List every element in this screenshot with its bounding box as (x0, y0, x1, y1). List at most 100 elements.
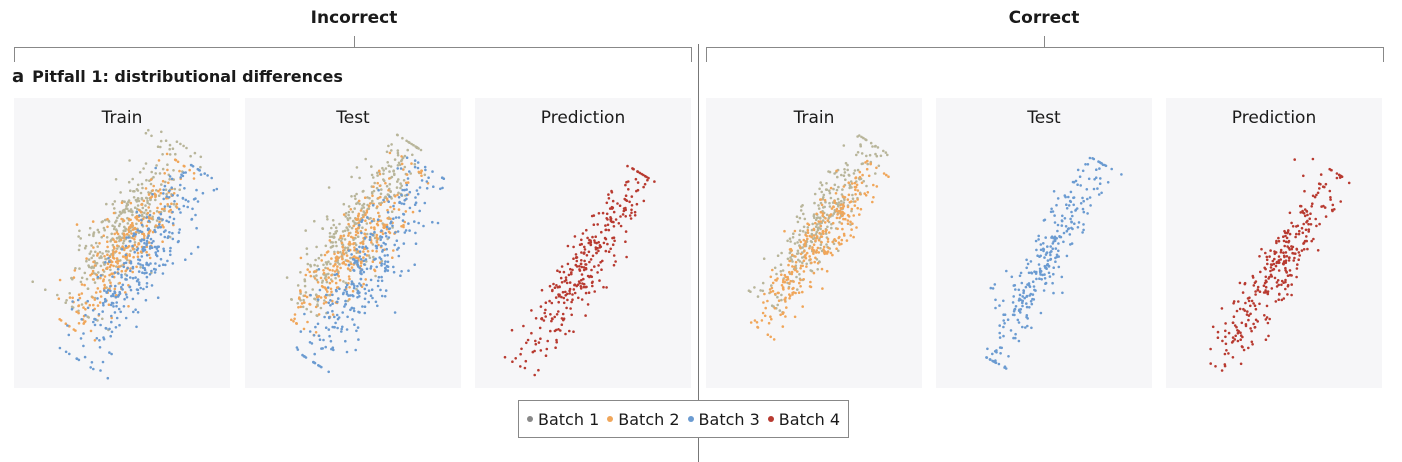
panel-incorrect-prediction: Prediction (475, 98, 691, 388)
scatter-point (1283, 255, 1286, 259)
scatter-point (580, 259, 583, 262)
scatter-point (1309, 223, 1313, 226)
scatter-point (410, 162, 413, 165)
scatter-point (351, 258, 355, 261)
scatter-point (387, 189, 390, 192)
scatter-point (164, 263, 167, 267)
scatter-point (1297, 251, 1301, 254)
scatter-point (370, 226, 373, 229)
scatter-point (1037, 263, 1041, 266)
scatter-point (1061, 291, 1064, 295)
scatter-point (809, 280, 812, 284)
scatter-point (526, 338, 530, 342)
scatter-point (842, 217, 845, 221)
scatter-point (1046, 245, 1049, 248)
scatter-point (325, 293, 328, 297)
scatter-point (599, 245, 603, 249)
scatter-point (574, 263, 578, 267)
scatter-point (1103, 163, 1106, 167)
scatter-point (323, 315, 326, 319)
scatter-point (1287, 239, 1291, 243)
scatter-point (856, 189, 860, 192)
scatter-point (821, 214, 824, 217)
scatter-point (769, 335, 772, 339)
scatter-point (313, 263, 316, 267)
scatter-point (795, 215, 799, 218)
scatter-point (815, 216, 819, 220)
scatter-point (80, 303, 84, 306)
scatter-point (356, 284, 359, 288)
scatter-point (162, 188, 165, 192)
scatter-point (1043, 273, 1046, 276)
scatter-point (779, 270, 783, 273)
scatter-point (99, 295, 103, 298)
scatter-point (115, 304, 118, 308)
scatter-point (561, 312, 565, 316)
scatter-point (798, 238, 801, 242)
scatter-point (126, 232, 129, 236)
scatter-point (1086, 197, 1089, 201)
scatter-point (68, 325, 71, 328)
scatter-point (853, 204, 857, 207)
scatter-point (171, 147, 175, 150)
scatter-point (633, 214, 637, 217)
scatter-point (1280, 283, 1283, 287)
scatter-point (794, 268, 797, 272)
scatter-point (1284, 240, 1288, 244)
scatter-point (325, 278, 328, 281)
scatter-point (856, 168, 860, 172)
scatter-point (1252, 322, 1255, 326)
scatter-point (80, 318, 83, 321)
scatter-point (370, 191, 374, 194)
scatter-point (826, 240, 830, 243)
scatter-point (1311, 157, 1315, 161)
scatter-point (368, 196, 371, 200)
scatter-point (163, 207, 166, 210)
scatter-point (1249, 304, 1252, 308)
scatter-point (845, 239, 849, 242)
scatter-point (1291, 225, 1295, 228)
scatter-point (993, 283, 997, 286)
scatter-point (861, 173, 864, 177)
scatter-point (879, 154, 883, 158)
scatter-point (410, 142, 413, 146)
scatter-point (336, 326, 339, 330)
scatter-point (1042, 249, 1045, 253)
scatter-point (148, 247, 152, 250)
scatter-point (113, 225, 116, 229)
scatter-point (1298, 254, 1301, 257)
scatter-point (414, 201, 418, 204)
scatter-point (856, 198, 859, 201)
scatter-point (1065, 229, 1069, 233)
scatter-point (356, 235, 360, 238)
scatter-point (344, 303, 347, 306)
scatter-point (316, 314, 319, 318)
scatter-point (335, 286, 339, 289)
scatter-point (162, 230, 166, 234)
scatter-point (145, 242, 149, 245)
scatter-point (311, 288, 314, 291)
scatter-point (100, 220, 104, 224)
scatter-point (1231, 336, 1235, 339)
scatter-point (386, 161, 389, 164)
scatter-point (819, 243, 823, 246)
scatter-point (568, 289, 571, 293)
scatter-point (824, 188, 828, 191)
scatter-point (876, 146, 880, 149)
scatter-point (782, 288, 785, 291)
scatter-point (1292, 259, 1295, 262)
scatter-point (871, 145, 874, 148)
scatter-point (140, 213, 144, 217)
scatter-point (111, 292, 115, 296)
scatter-point (190, 252, 193, 255)
scatter-point (148, 203, 151, 206)
scatter-point (106, 262, 110, 266)
scatter-point (543, 311, 546, 315)
scatter-point (309, 310, 313, 314)
scatter-point (92, 234, 95, 238)
scatter-point (390, 197, 393, 200)
scatter-point (531, 350, 535, 354)
scatter-point (841, 206, 845, 210)
scatter-point (347, 234, 350, 237)
scatter-point (107, 256, 110, 260)
